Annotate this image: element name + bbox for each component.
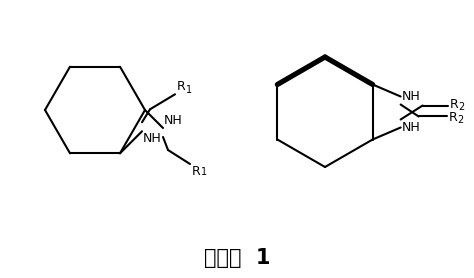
Text: 2: 2	[457, 115, 464, 125]
Text: 化学式  1: 化学式 1	[204, 248, 270, 268]
Text: R: R	[192, 165, 201, 178]
Text: R: R	[177, 80, 186, 93]
Text: R: R	[448, 111, 457, 124]
Text: NH: NH	[401, 90, 420, 103]
Text: NH: NH	[164, 114, 183, 127]
Text: 1: 1	[186, 85, 192, 95]
Text: NH: NH	[401, 121, 420, 134]
Text: R: R	[450, 98, 458, 111]
Text: 1: 1	[201, 167, 207, 177]
Text: NH: NH	[143, 132, 162, 145]
Text: 2: 2	[459, 103, 465, 113]
